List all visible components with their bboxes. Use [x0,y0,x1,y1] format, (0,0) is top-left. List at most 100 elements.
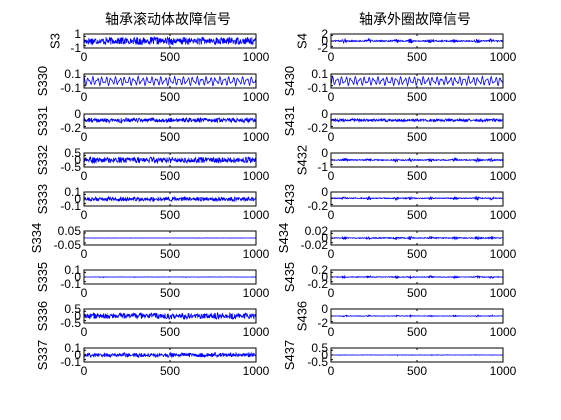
x-tick-label: 500 [160,208,180,222]
y-tick-label: -0.1 [60,81,81,95]
y-tick-label: 0 [321,270,328,284]
y-tick-label: 0.1 [64,341,81,355]
signal-trace-s3 [83,35,257,47]
y-axis-label-s437: S437 [282,340,297,370]
y-tick-label: 0.5 [64,302,81,316]
subplot-s330: 0 500 1000 -0.10.1 S330 [35,66,269,104]
y-tick-label: -2 [317,41,328,55]
x-tick-label: 500 [407,247,427,261]
x-tick-label: 500 [407,90,427,104]
subplot-s4: 0 500 1000 -202 S4 [295,27,517,64]
signal-trace-s436 [331,314,504,319]
y-tick-label: 0.5 [64,146,81,160]
subplot-s433: 0 500 1000 -0.20 S433 [282,184,516,222]
y-tick-label: 1 [74,27,81,41]
y-tick-label: 0.5 [311,341,328,355]
x-tick-label: 1000 [490,247,517,261]
signal-trace-s331 [83,116,257,124]
signal-trace-s433 [330,195,504,202]
x-tick-label: 500 [407,50,427,64]
y-axis-label-s434: S434 [276,223,291,253]
subplot-s430: 0 500 1000 -0.10.1 S430 [282,66,516,104]
x-tick-label: 0 [81,208,88,222]
y-axis-label-s433: S433 [282,184,297,214]
x-tick-label: 1000 [490,90,517,104]
y-tick-label: 0 [321,348,328,362]
left-column-title: 轴承滚动体故障信号 [105,11,231,28]
x-tick-label: 500 [160,325,180,339]
y-axis-label-s331: S331 [35,106,50,136]
y-tick-label: 0 [74,309,81,323]
y-tick-label: 0 [321,231,328,245]
signal-trace-s4 [330,37,504,44]
right-column-title: 轴承外圈故障信号 [359,12,471,28]
x-tick-label: 1000 [243,208,270,222]
x-tick-label: 1000 [490,286,517,300]
signal-trace-s437 [330,354,504,357]
y-axis-label-s337: S337 [35,340,50,370]
y-tick-label: 0 [321,146,328,160]
y-tick-label: 0 [74,192,81,206]
y-tick-label: -1 [317,160,328,174]
x-tick-label: 500 [160,286,180,300]
signal-trace-s335 [83,276,257,279]
y-axis-label-s431: S431 [282,106,297,136]
x-tick-label: 1000 [490,325,517,339]
x-tick-label: 1000 [490,364,517,378]
x-tick-label: 1000 [490,169,517,183]
y-axis-label-s432: S432 [295,145,310,175]
signal-trace-s430 [330,75,504,88]
signal-trace-s435 [330,274,504,280]
x-tick-label: 1000 [490,208,517,222]
x-tick-label: 0 [81,364,88,378]
y-tick-label: 2 [321,27,328,41]
x-tick-label: 0 [328,286,335,300]
x-tick-label: 1000 [243,286,270,300]
y-tick-label: -0.2 [307,277,328,291]
y-axis-label-s336: S336 [35,301,50,331]
y-axis-label-s332: S332 [35,145,50,175]
x-tick-label: 500 [407,169,427,183]
signal-trace-s432 [330,157,504,164]
x-tick-label: 1000 [243,247,270,261]
x-tick-label: 500 [407,130,427,144]
y-tick-label: 0.1 [64,67,81,81]
y-axis-label-s333: S333 [35,184,50,214]
y-tick-label: -0.1 [60,199,81,213]
y-tick-label: -0.1 [60,355,81,369]
subplot-s335: 0 500 1000 -0.100.1 S335 [35,262,269,300]
x-tick-label: 0 [328,90,335,104]
y-tick-label: -0.2 [60,121,81,135]
subplot-s336: 0 500 1000 -0.500.5 S336 [35,301,269,339]
x-tick-label: 0 [328,325,335,339]
y-tick-label: 0 [74,270,81,284]
y-tick-label: -0.5 [307,355,328,369]
x-tick-label: 0 [328,130,335,144]
x-tick-label: 0 [328,208,335,222]
y-axis-label-s334: S334 [29,223,44,253]
x-tick-label: 500 [160,364,180,378]
signal-trace-s336 [83,311,257,320]
x-tick-label: 0 [328,247,335,261]
y-tick-label: 0 [321,34,328,48]
y-tick-label: -1 [70,41,81,55]
subplot-s334: 0 500 1000 -0.050.05 S334 [29,223,270,261]
y-tick-label: -0.2 [307,121,328,135]
y-tick-label: 0.02 [305,224,329,238]
x-tick-label: 1000 [490,130,517,144]
subplot-s331: 0 500 1000 -0.20 S331 [35,106,269,144]
y-axis-label-s436: S436 [295,301,310,331]
y-tick-label: -0.02 [301,238,329,252]
x-tick-label: 500 [407,208,427,222]
x-tick-label: 1000 [490,50,517,64]
y-tick-label: -0.05 [54,238,82,252]
x-tick-label: 500 [160,247,180,261]
x-tick-label: 1000 [243,325,270,339]
signal-trace-s333 [83,195,257,203]
y-tick-label: 0 [74,153,81,167]
x-tick-label: 0 [328,169,335,183]
y-tick-label: 0.2 [311,263,328,277]
y-axis-label-s3: S3 [48,33,63,49]
